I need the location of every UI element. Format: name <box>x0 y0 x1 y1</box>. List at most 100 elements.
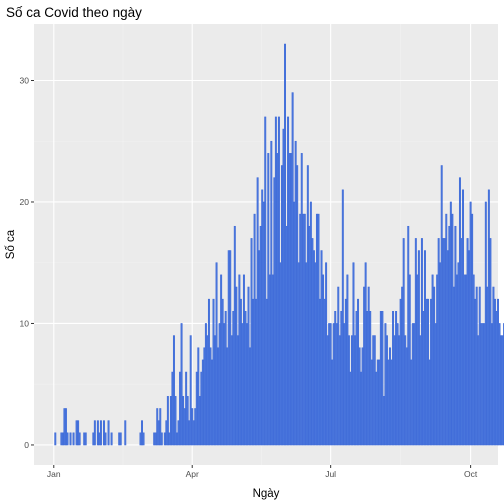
bar <box>378 359 381 446</box>
bar <box>280 165 283 446</box>
bar <box>493 298 496 446</box>
bar <box>261 189 264 446</box>
bar <box>299 213 302 446</box>
bar <box>282 128 285 446</box>
bar <box>99 420 102 446</box>
bar <box>440 165 443 446</box>
bar <box>262 201 265 446</box>
bar <box>434 323 437 446</box>
bar <box>433 286 436 446</box>
bar <box>401 286 404 446</box>
bar <box>355 311 358 446</box>
bar <box>390 359 393 446</box>
bar <box>206 335 209 446</box>
bar <box>481 323 484 446</box>
bar <box>410 359 413 446</box>
bar <box>83 432 86 446</box>
bar <box>477 335 480 446</box>
bar <box>343 323 346 446</box>
bar <box>160 432 163 446</box>
y-axis-label: Số ca <box>5 229 17 259</box>
bar <box>273 177 276 446</box>
bar <box>490 323 493 446</box>
bar <box>200 371 203 446</box>
bar <box>352 262 355 446</box>
bar <box>255 298 258 446</box>
bar <box>311 238 314 446</box>
bar <box>420 238 423 446</box>
bar <box>366 311 369 446</box>
bar <box>258 250 261 446</box>
bar <box>458 177 461 446</box>
bar <box>471 213 474 446</box>
bar <box>306 165 309 446</box>
bar <box>159 408 162 446</box>
bar <box>334 311 337 446</box>
bar <box>211 359 213 446</box>
bar <box>60 432 63 446</box>
y-tick-label: 20 <box>20 197 30 207</box>
bar <box>252 298 255 446</box>
bar <box>195 371 198 446</box>
bar <box>303 213 306 446</box>
bar <box>442 238 445 446</box>
bar <box>201 359 204 446</box>
bar <box>452 286 455 446</box>
bar <box>305 262 308 446</box>
bar <box>291 92 294 446</box>
bar <box>361 347 364 446</box>
bar <box>427 298 430 446</box>
bar <box>172 335 175 446</box>
bar <box>462 189 464 446</box>
bar <box>268 274 271 446</box>
bar <box>183 408 186 446</box>
bar <box>354 335 356 446</box>
bar <box>468 250 471 446</box>
bar <box>329 323 332 446</box>
bar <box>168 432 171 446</box>
bar <box>419 335 422 446</box>
bar <box>407 225 410 446</box>
bar <box>417 250 420 446</box>
bar <box>399 298 402 446</box>
bar <box>176 432 178 446</box>
bar <box>194 408 197 446</box>
bar <box>411 323 414 446</box>
x-axis-label: Ngày <box>253 488 280 500</box>
bar <box>212 298 215 446</box>
bar <box>398 335 401 446</box>
bar <box>103 420 105 446</box>
bar <box>204 323 207 446</box>
bar <box>469 201 472 446</box>
bar <box>308 225 311 446</box>
bar <box>241 323 244 446</box>
bar <box>288 153 291 446</box>
bar <box>416 274 419 446</box>
bar <box>191 408 194 446</box>
bar <box>402 238 405 446</box>
bar <box>376 359 379 446</box>
bar <box>66 432 69 446</box>
bar <box>422 311 425 446</box>
bar <box>104 432 107 446</box>
bar <box>423 250 426 446</box>
bar <box>486 286 489 446</box>
bar <box>207 298 210 446</box>
bar <box>463 274 466 446</box>
bar <box>497 298 499 446</box>
bar <box>460 238 463 446</box>
bar <box>449 201 452 446</box>
bar <box>337 286 340 446</box>
bar <box>139 432 142 446</box>
bar <box>495 311 498 446</box>
bar <box>319 298 321 446</box>
bar <box>472 274 475 446</box>
bar <box>93 420 96 446</box>
bar <box>244 311 247 446</box>
bar <box>492 286 495 446</box>
bar <box>92 432 95 446</box>
bar <box>487 189 490 446</box>
bar <box>480 323 483 446</box>
bar <box>498 323 501 446</box>
bar <box>404 335 407 446</box>
